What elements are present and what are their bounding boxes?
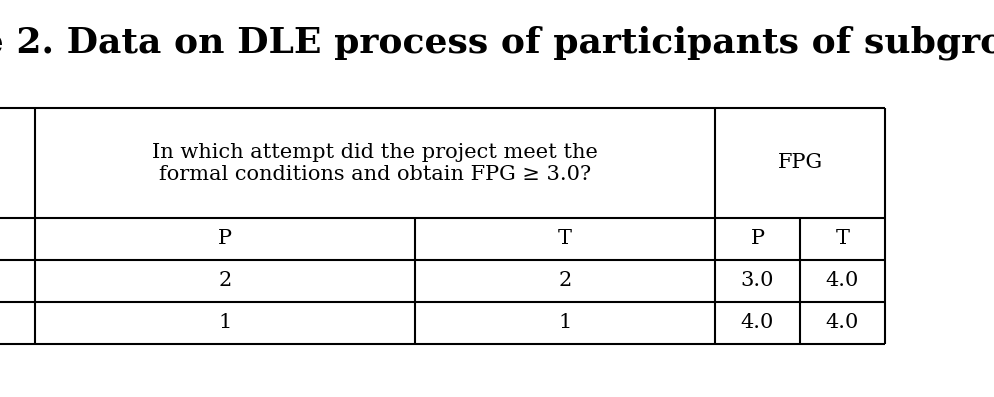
Text: 1: 1 [559, 314, 572, 333]
Text: P: P [218, 229, 232, 249]
Text: In which attempt did the project meet the
formal conditions and obtain FPG ≥ 3.0: In which attempt did the project meet th… [152, 143, 598, 183]
Text: Table 2. Data on DLE process of participants of subgroup A: Table 2. Data on DLE process of particip… [0, 25, 994, 60]
Text: 4.0: 4.0 [826, 272, 859, 291]
Text: 4.0: 4.0 [826, 314, 859, 333]
Text: Partic-
ipant’s: Partic- ipant’s [0, 143, 1, 183]
Text: 4.0: 4.0 [741, 314, 774, 333]
Text: FPG: FPG [777, 154, 823, 173]
Text: P: P [750, 229, 764, 249]
Text: 2: 2 [219, 272, 232, 291]
Text: 2: 2 [559, 272, 572, 291]
Text: 1: 1 [219, 314, 232, 333]
Text: T: T [836, 229, 850, 249]
Text: T: T [558, 229, 572, 249]
Text: 3.0: 3.0 [741, 272, 774, 291]
